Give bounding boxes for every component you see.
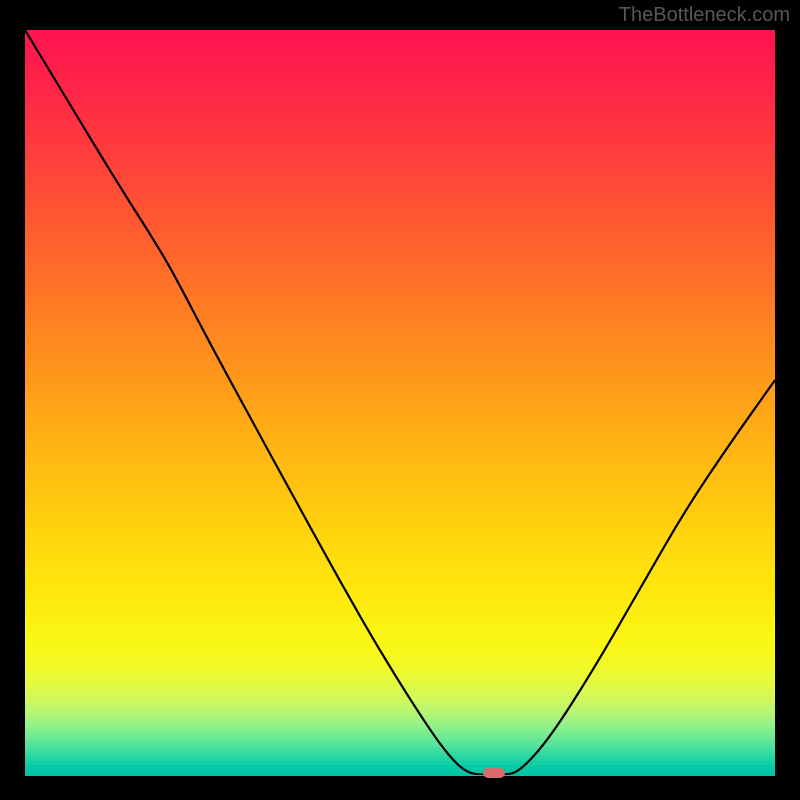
curve-svg <box>25 30 775 775</box>
minimum-marker-icon <box>483 768 506 778</box>
watermark-label: TheBottleneck.com <box>619 4 790 27</box>
bottleneck-curve <box>25 30 775 775</box>
plot-area <box>25 30 775 775</box>
